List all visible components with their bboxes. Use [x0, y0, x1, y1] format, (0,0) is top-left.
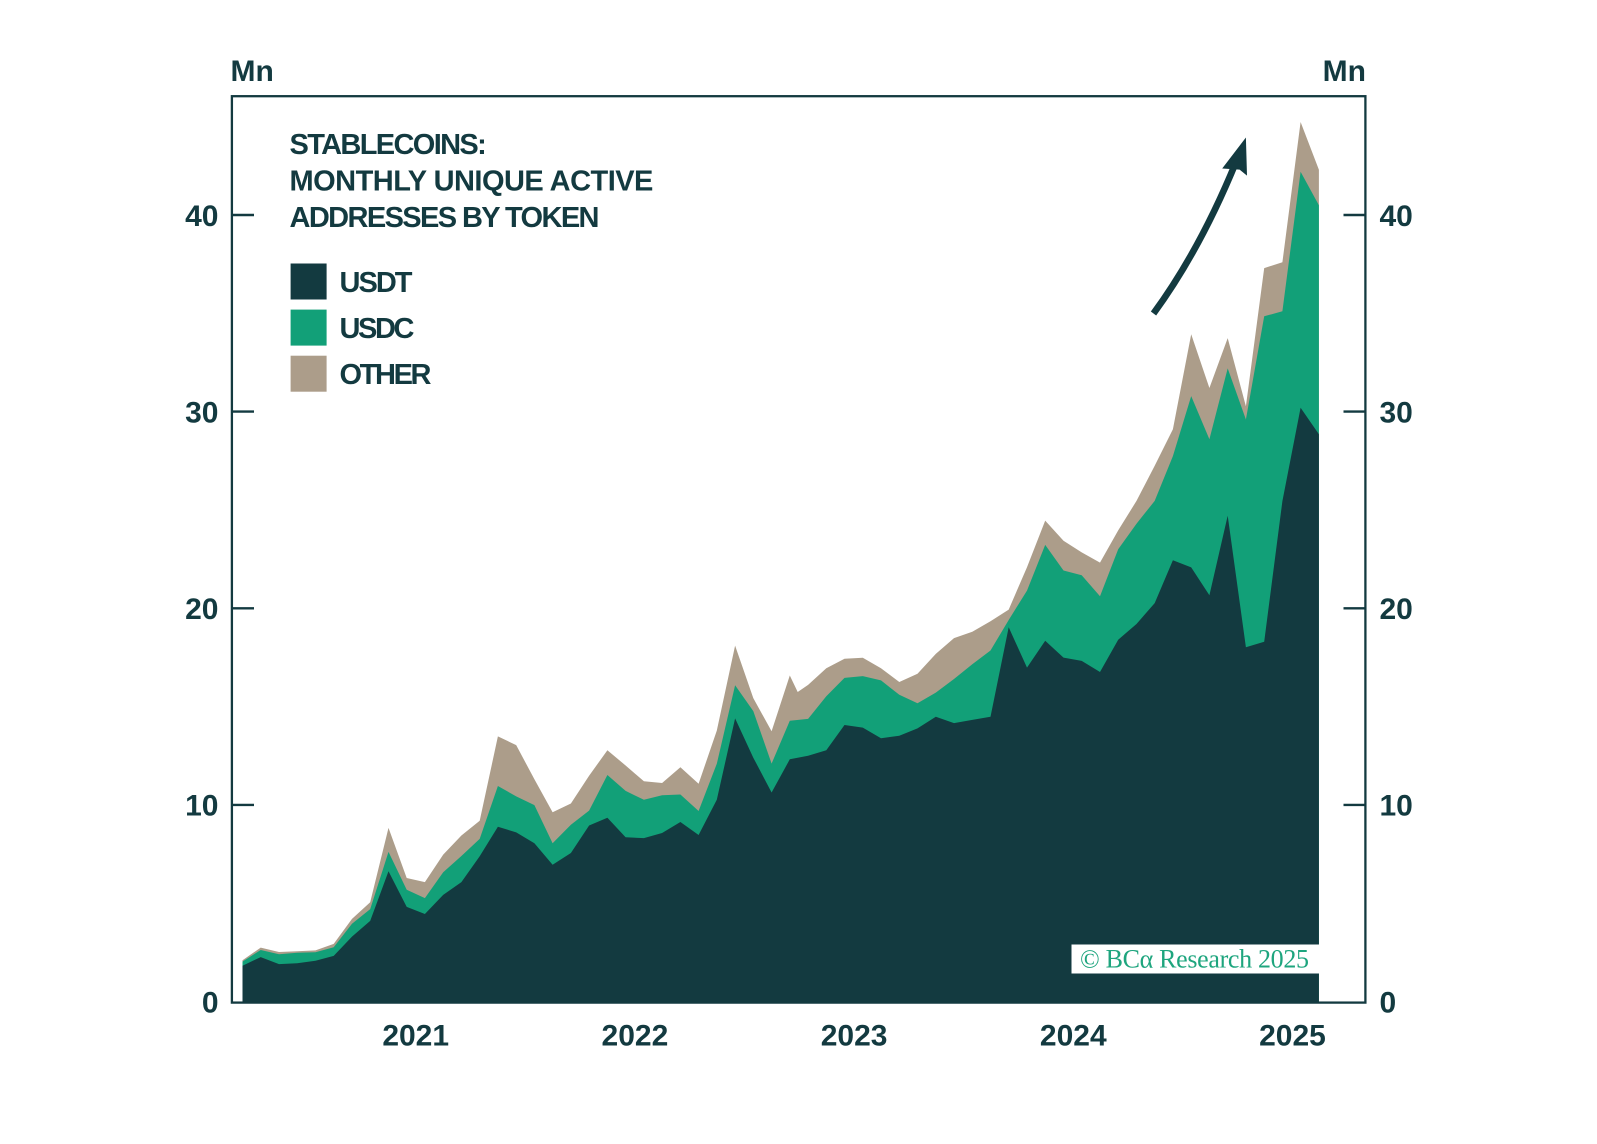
svg-text:30: 30	[1380, 396, 1413, 429]
svg-text:10: 10	[1380, 790, 1413, 823]
svg-text:MONTHLY UNIQUE ACTIVE: MONTHLY UNIQUE ACTIVE	[290, 166, 654, 198]
svg-text:ADDRESSES BY TOKEN: ADDRESSES BY TOKEN	[290, 202, 600, 234]
svg-text:20: 20	[1380, 593, 1413, 626]
svg-text:USDT: USDT	[340, 267, 413, 299]
svg-text:20: 20	[185, 593, 218, 626]
svg-text:OTHER: OTHER	[340, 359, 432, 391]
svg-text:© BCα Research 2025: © BCα Research 2025	[1080, 945, 1309, 974]
svg-text:2025: 2025	[1259, 1020, 1326, 1053]
svg-text:0: 0	[1380, 986, 1397, 1019]
svg-text:2024: 2024	[1040, 1020, 1107, 1053]
svg-text:2023: 2023	[821, 1020, 888, 1053]
svg-text:0: 0	[202, 986, 219, 1019]
svg-text:Mn: Mn	[231, 55, 274, 88]
svg-text:2021: 2021	[382, 1020, 449, 1053]
svg-text:2022: 2022	[602, 1020, 669, 1053]
svg-text:40: 40	[185, 200, 218, 233]
svg-text:30: 30	[185, 396, 218, 429]
svg-text:10: 10	[185, 790, 218, 823]
svg-text:40: 40	[1380, 200, 1413, 233]
svg-text:STABLECOINS:: STABLECOINS:	[290, 129, 487, 161]
svg-text:Mn: Mn	[1323, 55, 1366, 88]
svg-text:USDC: USDC	[340, 313, 415, 345]
